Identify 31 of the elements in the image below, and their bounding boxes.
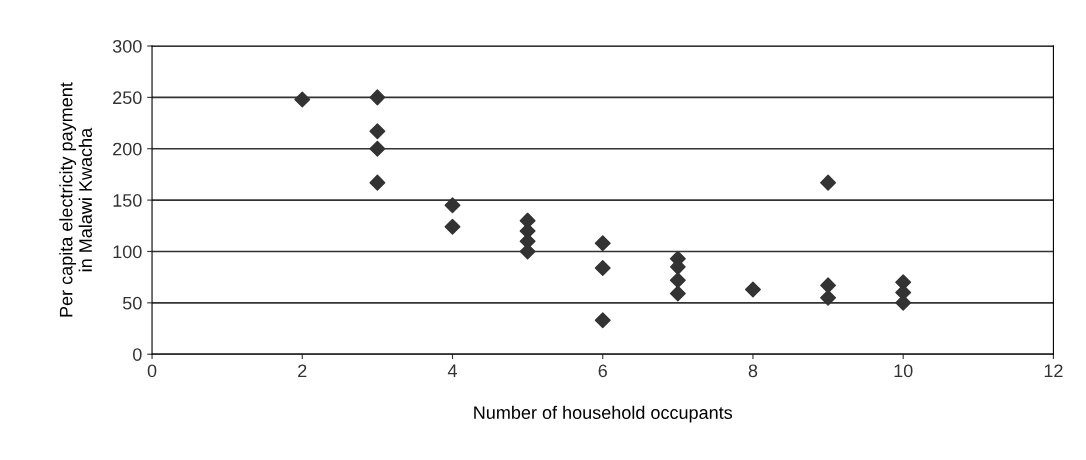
y-tick-label: 150: [113, 194, 142, 207]
point: [594, 259, 611, 276]
point: [820, 289, 837, 306]
point: [820, 174, 837, 191]
point: [369, 140, 386, 157]
x-tick-label: 6: [598, 364, 607, 378]
point: [744, 281, 761, 298]
x-tick-label: 10: [894, 364, 913, 378]
x-axis-title: Number of household occupants: [474, 405, 733, 423]
y-tick-label: 100: [113, 245, 142, 259]
point: [444, 197, 461, 214]
point: [369, 174, 386, 191]
y-axis-title: Per capita electricity payment in Malawi Kwacha: [59, 82, 92, 317]
point: [594, 312, 611, 329]
y-tick-label: 200: [113, 142, 142, 156]
point: [294, 91, 311, 108]
x-tick-label: 2: [298, 364, 307, 378]
point: [669, 285, 686, 302]
x-tick-label: 8: [748, 364, 758, 378]
point: [369, 123, 386, 140]
y-tick-label: 250: [113, 91, 142, 105]
y-tick-label: 0: [132, 348, 142, 361]
y-tick-label: 50: [122, 296, 142, 310]
x-tick-label: 12: [1044, 364, 1063, 378]
point: [369, 89, 386, 106]
x-tick-label: 4: [447, 364, 457, 378]
x-tick-label: 0: [147, 364, 157, 378]
point: [594, 235, 611, 252]
y-tick-label: 300: [112, 39, 142, 53]
point: [444, 218, 461, 235]
point: [669, 272, 686, 289]
